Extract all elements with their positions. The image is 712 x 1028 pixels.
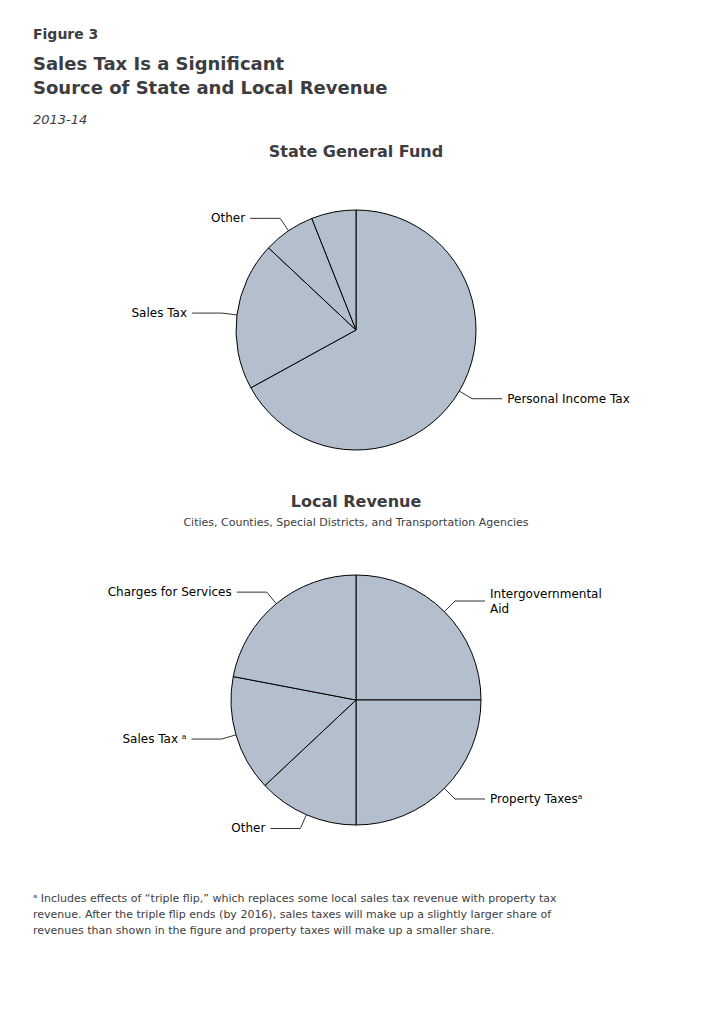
svg-text:revenues than shown in the fig: revenues than shown in the figure and pr… <box>33 924 494 937</box>
svg-text:Intergovernmental: Intergovernmental <box>490 587 602 601</box>
svg-text:Cities, Counties, Special Dist: Cities, Counties, Special Districts, and… <box>183 516 528 529</box>
svg-text:Charges for Services: Charges for Services <box>108 585 232 599</box>
svg-text:Sales Tax: Sales Tax <box>132 306 188 320</box>
svg-text:Personal Income Tax: Personal Income Tax <box>507 392 630 406</box>
svg-text:2013-14: 2013-14 <box>33 112 87 127</box>
svg-text:ᵃ Includes effects of “triple: ᵃ Includes effects of “triple flip,” whi… <box>33 892 557 905</box>
svg-text:State General Fund: State General Fund <box>269 142 443 161</box>
svg-text:Sales Tax Is a Significant: Sales Tax Is a Significant <box>33 53 285 74</box>
svg-text:Aid: Aid <box>490 602 509 616</box>
svg-text:Figure 3: Figure 3 <box>33 26 98 42</box>
svg-text:Property Taxesᵃ: Property Taxesᵃ <box>490 792 582 806</box>
svg-text:Other: Other <box>211 211 245 225</box>
svg-text:revenue. After the triple flip: revenue. After the triple flip ends (by … <box>33 908 552 921</box>
svg-text:Source of State and Local Reve: Source of State and Local Revenue <box>33 77 387 98</box>
svg-text:Sales Tax ᵃ: Sales Tax ᵃ <box>122 732 186 746</box>
svg-text:Local Revenue: Local Revenue <box>291 492 422 511</box>
svg-text:Other: Other <box>231 821 265 835</box>
